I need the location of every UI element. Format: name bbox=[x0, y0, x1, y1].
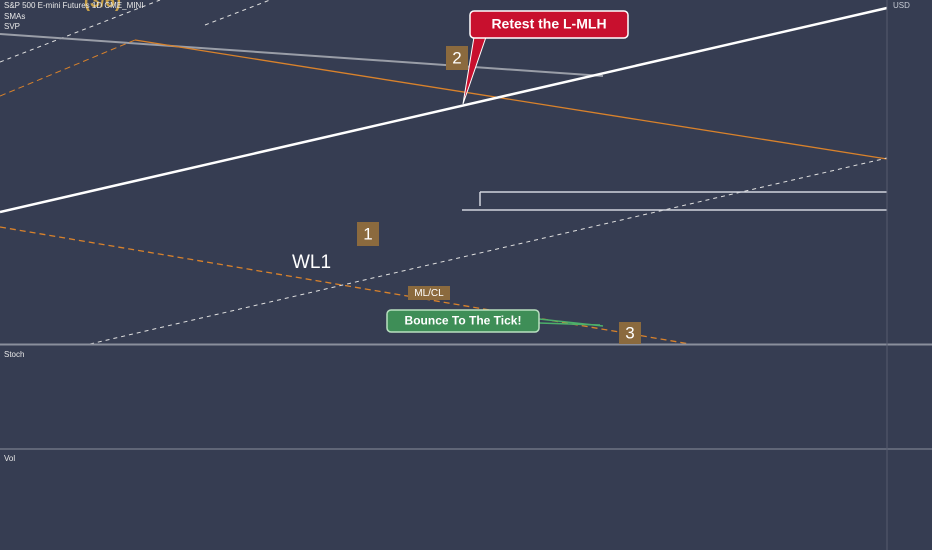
trendline bbox=[204, 0, 271, 26]
trendline bbox=[0, 33, 604, 77]
annotation: ML/CL bbox=[414, 288, 444, 299]
chart-title: S&P 500 E-mini Futures 1D CME_MINI bbox=[4, 1, 143, 10]
annotation: 3 bbox=[625, 323, 634, 342]
annotation: (3/6) bbox=[84, 0, 121, 11]
annotation: 1 bbox=[363, 224, 372, 243]
callout bbox=[386, 309, 540, 333]
label-box bbox=[619, 322, 641, 344]
callout bbox=[469, 10, 629, 39]
legend-item: SVP bbox=[4, 22, 20, 31]
label-box bbox=[446, 46, 468, 70]
annotations: (3/6) S&P 500 E-mini Futures 1D CME_MINI… bbox=[4, 0, 910, 463]
annotation: Retest the L-MLH bbox=[491, 16, 606, 32]
annotation: 2 bbox=[452, 48, 461, 67]
annotation: WL1 bbox=[292, 252, 331, 273]
label-box bbox=[357, 222, 379, 246]
annotation: Bounce To The Tick! bbox=[405, 314, 522, 328]
axis-label: USD bbox=[893, 1, 910, 10]
trendline bbox=[89, 157, 888, 345]
trendline bbox=[134, 39, 888, 160]
trendline bbox=[0, 6, 888, 214]
callout-pointer bbox=[538, 322, 601, 326]
pane-title: Vol bbox=[4, 454, 15, 463]
trendline bbox=[0, 39, 136, 97]
pane-title: Stoch bbox=[4, 350, 24, 359]
legend-item: SMAs bbox=[4, 12, 25, 21]
label-box bbox=[408, 286, 450, 300]
